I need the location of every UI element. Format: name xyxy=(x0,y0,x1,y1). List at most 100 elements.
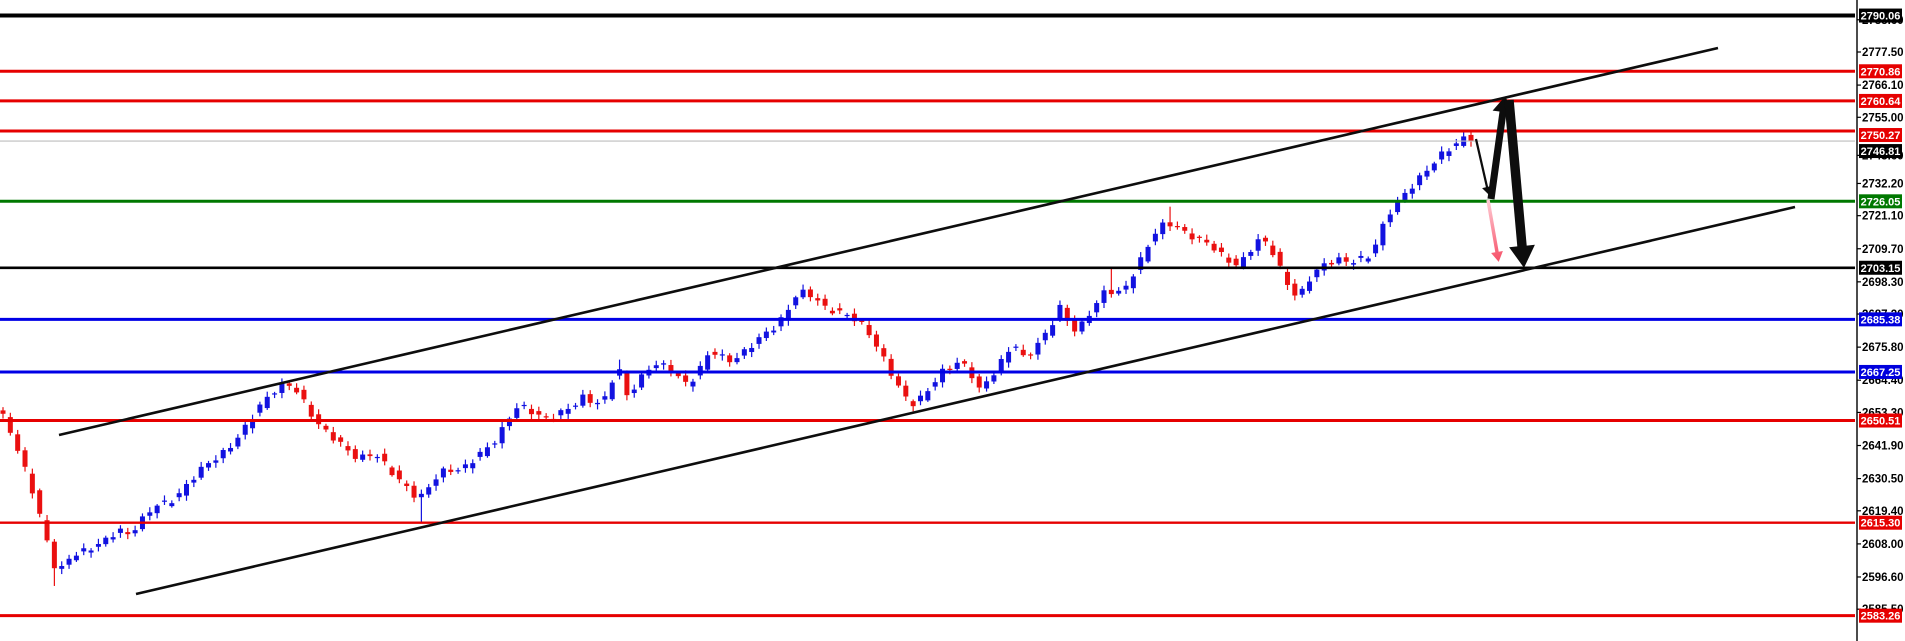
candle-body xyxy=(954,362,960,369)
candle-body xyxy=(1196,236,1202,238)
bullish-candle xyxy=(499,421,505,449)
candle-body xyxy=(1358,255,1364,258)
candle-body xyxy=(734,358,740,363)
candle-body xyxy=(580,394,586,406)
tick-label: 2766.10 xyxy=(1862,80,1904,92)
candle-body xyxy=(1468,134,1474,142)
bullish-candle xyxy=(440,466,446,483)
candle-body xyxy=(272,393,278,395)
candle-body xyxy=(947,368,953,370)
lower-channel-trendline[interactable] xyxy=(135,205,1796,596)
candle-body xyxy=(1285,271,1290,285)
candle-body xyxy=(719,354,725,356)
candle-body xyxy=(1035,342,1041,355)
candle-body xyxy=(1233,258,1239,266)
bullish-candle xyxy=(940,364,946,388)
candle-body xyxy=(815,298,821,301)
candle-body xyxy=(66,558,72,565)
candle-body xyxy=(161,500,167,502)
bullish-candle xyxy=(257,401,263,417)
price-badge-bg xyxy=(1859,128,1902,143)
candle-body xyxy=(1079,321,1085,332)
candle-body xyxy=(1424,170,1430,177)
candle-body xyxy=(15,434,21,451)
bullish-candle xyxy=(492,440,498,449)
candle-body xyxy=(1329,262,1335,265)
bullish-candle xyxy=(374,454,380,463)
price-badge-label: 2703.15 xyxy=(1861,263,1901,275)
price-badge-2650.51: 2650.51 xyxy=(1859,413,1902,428)
big-up-arrow[interactable] xyxy=(1487,96,1514,200)
bullish-candle xyxy=(719,349,725,361)
candle-body xyxy=(462,464,468,469)
bullish-candle xyxy=(631,384,637,398)
price-badge-label: 2667.25 xyxy=(1861,367,1901,379)
bearish-candle xyxy=(323,423,329,433)
candle-body xyxy=(338,437,344,442)
candle-body xyxy=(1130,276,1136,289)
candle-body xyxy=(932,382,938,387)
bullish-candle xyxy=(433,474,439,491)
candle-body xyxy=(873,334,879,347)
candle-body xyxy=(683,375,689,382)
bearish-candle xyxy=(330,426,336,444)
bullish-candle xyxy=(954,357,960,372)
bearish-candle xyxy=(528,404,534,420)
candle-body xyxy=(455,470,461,472)
candle-body xyxy=(1409,188,1415,194)
bullish-candle xyxy=(558,408,564,421)
bullish-candle xyxy=(95,538,101,552)
candle-body xyxy=(294,387,300,393)
bullish-candle xyxy=(756,333,762,349)
price-badge-bg xyxy=(1859,260,1902,275)
candle-body xyxy=(440,468,446,478)
bullish-candle xyxy=(918,390,923,406)
candle-body xyxy=(264,396,270,409)
candle-body xyxy=(1050,325,1056,336)
upper-channel-trendline[interactable] xyxy=(58,46,1719,437)
candle-body xyxy=(1351,263,1357,265)
bearish-candle xyxy=(1204,234,1210,246)
bullish-candle xyxy=(785,304,791,326)
bullish-candle xyxy=(1387,209,1393,227)
thin-down-arrow[interactable] xyxy=(1474,138,1492,195)
bearish-candle xyxy=(1285,267,1290,291)
candle-body xyxy=(1453,143,1459,146)
candle-body xyxy=(1446,151,1452,156)
candle-body xyxy=(73,555,79,561)
bullish-candle xyxy=(66,554,72,569)
price-badge-bg xyxy=(1859,64,1902,79)
candle-body xyxy=(984,381,990,389)
candle-body xyxy=(110,537,116,540)
candle-body xyxy=(374,456,380,459)
candle-body xyxy=(528,408,534,415)
bearish-candle xyxy=(0,407,6,419)
price-badge-2746.81: 2746.81 xyxy=(1859,144,1902,159)
bearish-candle xyxy=(815,293,821,306)
axis-tick: 2675.80 xyxy=(1857,342,1904,354)
candle-body xyxy=(587,394,593,403)
candle-body xyxy=(301,389,307,400)
pink-down-arrow[interactable] xyxy=(1486,199,1503,262)
bullish-candle xyxy=(1042,329,1048,345)
bullish-candle xyxy=(991,371,997,384)
bearish-candle xyxy=(1020,344,1026,357)
candle-body xyxy=(661,363,667,365)
bearish-candle xyxy=(294,383,300,395)
candle-body xyxy=(1152,233,1158,242)
tick-label: 2698.30 xyxy=(1862,277,1904,289)
bullish-candle xyxy=(81,543,87,556)
candle-body xyxy=(778,317,784,327)
candle-body xyxy=(1189,233,1195,240)
candle-body xyxy=(918,395,923,402)
candle-body xyxy=(1174,226,1180,228)
bearish-candle xyxy=(807,286,813,302)
bearish-candle xyxy=(1211,240,1217,253)
candle-body xyxy=(22,450,28,467)
bearish-candle xyxy=(829,307,835,316)
candle-body xyxy=(286,383,292,386)
candle-body xyxy=(543,416,549,418)
candle-body xyxy=(910,401,916,407)
big-down-arrow[interactable] xyxy=(1504,99,1535,268)
price-badge-label: 2746.81 xyxy=(1861,146,1901,158)
